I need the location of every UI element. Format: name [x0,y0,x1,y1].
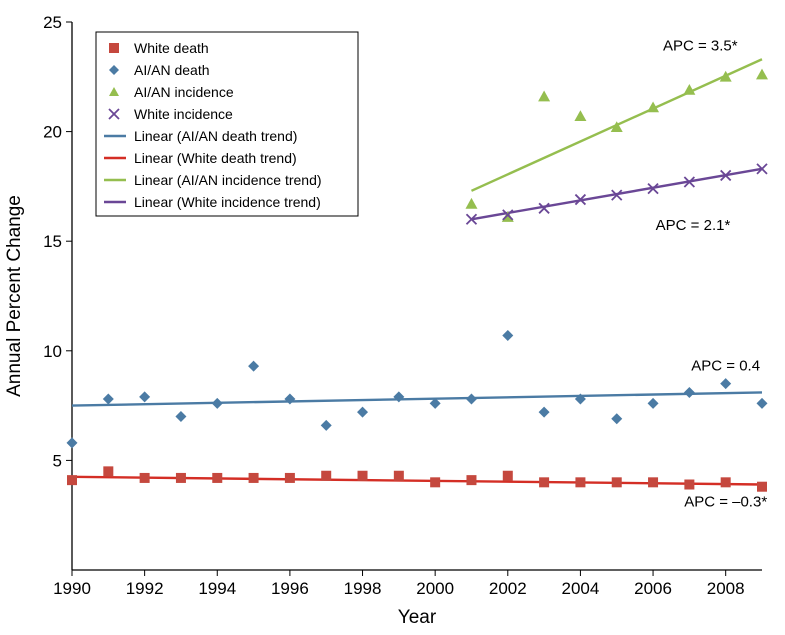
svg-text:2004: 2004 [562,579,600,598]
legend-item-label: AI/AN death [134,62,210,78]
trend-annotation-aian_incidence: APC = 3.5* [663,37,738,54]
trend-annotation-white_death: APC = –0.3* [684,493,767,510]
legend-item-label: Linear (AI/AN incidence trend) [134,172,322,188]
svg-text:20: 20 [43,123,62,142]
legend-item-label: AI/AN incidence [134,84,234,100]
svg-text:15: 15 [43,232,62,251]
svg-text:25: 25 [43,13,62,32]
chart-svg: 5 10 15 20 25 1990 1992 1994 1996 1998 2000 2002 200… [0,0,785,635]
legend-item-label: Linear (White death trend) [134,150,297,166]
svg-text:2000: 2000 [416,579,454,598]
trend-annotation-white_incidence: APC = 2.1* [656,217,731,234]
x-axis-label: Year [398,607,437,628]
legend-item-label: White death [134,40,209,56]
legend: White death AI/AN death AI/AN incidence Whi… [96,32,358,216]
legend-item-label: White incidence [134,106,233,122]
svg-text:2008: 2008 [707,579,745,598]
svg-text:5: 5 [53,451,62,470]
svg-text:2002: 2002 [489,579,527,598]
svg-text:10: 10 [43,342,62,361]
trend-annotation-aian_death: APC = 0.4 [691,358,760,375]
legend-item-label: Linear (White incidence trend) [134,194,321,210]
y-axis-label: Annual Percent Change [4,195,25,397]
svg-text:1994: 1994 [198,579,236,598]
svg-text:1998: 1998 [344,579,382,598]
chart-container: 5 10 15 20 25 1990 1992 1994 1996 1998 2000 2002 200… [0,0,785,635]
svg-text:2006: 2006 [634,579,672,598]
legend-item-label: Linear (AI/AN death trend) [134,128,297,144]
svg-text:1992: 1992 [126,579,164,598]
svg-text:1996: 1996 [271,579,309,598]
svg-text:1990: 1990 [53,579,91,598]
